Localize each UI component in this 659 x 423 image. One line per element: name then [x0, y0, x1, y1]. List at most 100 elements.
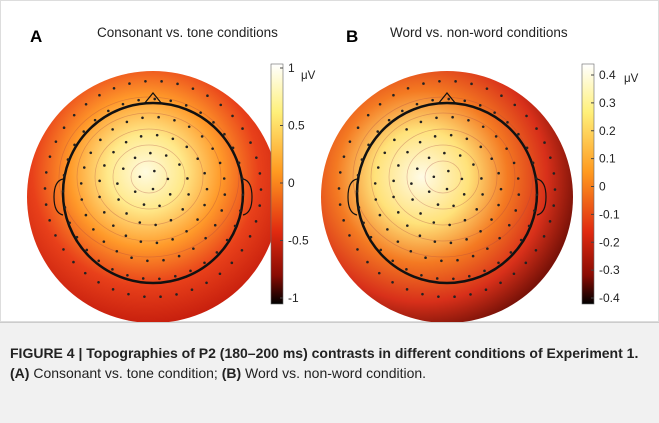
electrode — [548, 220, 552, 223]
electrode — [248, 235, 252, 238]
electrode — [116, 182, 119, 185]
caption-ref: (B) — [221, 365, 242, 381]
contour — [76, 112, 222, 242]
electrode — [144, 79, 147, 83]
electrode — [418, 140, 422, 144]
electrode — [362, 221, 365, 225]
panel-label: B — [346, 27, 358, 46]
electrode — [415, 167, 419, 170]
electrode — [497, 171, 500, 175]
electrode — [374, 198, 378, 201]
contour — [370, 112, 516, 242]
electrode — [231, 114, 234, 118]
colorbar-tick-label: -0.4 — [599, 291, 620, 305]
electrode — [204, 236, 207, 240]
electrode — [157, 115, 160, 119]
electrode — [525, 114, 528, 118]
electrode — [435, 277, 439, 280]
electrode — [80, 198, 84, 201]
electrode — [48, 155, 52, 158]
electrode — [463, 99, 467, 103]
electrode — [356, 126, 360, 130]
colorbar-tick-label: -0.3 — [599, 263, 620, 277]
electrode — [153, 169, 156, 173]
electrode — [493, 111, 496, 114]
electrode — [115, 249, 119, 253]
electrode — [500, 94, 503, 98]
electrode — [431, 98, 434, 102]
electrode — [175, 293, 178, 296]
electrode — [141, 116, 144, 120]
electrode — [215, 251, 219, 254]
electrode — [465, 238, 468, 241]
electrode — [155, 241, 159, 245]
electrode — [219, 103, 223, 107]
electrode — [168, 193, 172, 196]
electrode — [212, 121, 215, 124]
electrode — [396, 240, 400, 243]
electrode — [348, 140, 352, 143]
electrode — [111, 268, 114, 271]
electrode — [142, 203, 146, 206]
electrode — [549, 156, 552, 159]
electrode — [72, 113, 76, 117]
electrode — [223, 132, 226, 136]
colorbar-unit: μV — [301, 70, 316, 82]
electrode — [99, 138, 102, 142]
electrode — [258, 172, 262, 175]
electrode — [552, 172, 556, 175]
caption-ref: (A) — [10, 365, 30, 381]
ear — [242, 178, 253, 216]
electrode — [377, 271, 381, 275]
electrode — [481, 125, 485, 129]
electrode — [220, 209, 224, 212]
electrode — [213, 223, 217, 227]
electrode — [62, 248, 65, 251]
head-outline — [61, 101, 245, 285]
electrode — [66, 158, 70, 161]
electrode — [391, 280, 394, 284]
electrode — [534, 248, 538, 252]
electrode — [139, 240, 143, 243]
electrode — [97, 280, 100, 284]
electrode — [241, 193, 245, 197]
electrode — [199, 111, 202, 114]
electrode — [62, 173, 66, 177]
electrode — [241, 177, 244, 180]
electrode — [128, 82, 131, 85]
electrode — [231, 146, 235, 150]
electrode — [397, 164, 400, 167]
electrode — [149, 151, 152, 155]
colorbar-tick-label: 0 — [599, 180, 606, 194]
electrode — [443, 151, 446, 155]
electrode — [512, 272, 516, 276]
electrode — [419, 212, 422, 215]
electrode — [484, 288, 488, 292]
electrode — [98, 179, 101, 183]
electrode — [191, 87, 195, 90]
electrode — [513, 103, 517, 107]
caption: FIGURE 4 | Topographies of P2 (180–200 m… — [0, 322, 659, 423]
electrode — [535, 193, 539, 197]
electrode — [405, 268, 408, 271]
electrode — [369, 235, 373, 239]
panel-title: Consonant vs. tone conditions — [97, 25, 278, 40]
electrode — [512, 161, 516, 165]
electrode — [355, 190, 359, 193]
colorbar-tick-label: 1 — [288, 61, 295, 75]
electrode — [367, 143, 370, 147]
electrode — [139, 135, 143, 138]
electrode — [177, 254, 181, 258]
electrode — [531, 161, 535, 165]
colorbar-tick-label: 0 — [288, 176, 295, 190]
topomap — [321, 71, 573, 323]
electrode — [181, 208, 185, 211]
electrode — [440, 259, 443, 263]
electrode — [506, 121, 509, 124]
electrode — [254, 220, 258, 223]
colorbar-tick-label: -0.2 — [599, 235, 620, 249]
electrode — [143, 295, 146, 298]
electrode — [233, 224, 237, 228]
electrode — [239, 209, 242, 212]
electrode — [481, 193, 484, 196]
